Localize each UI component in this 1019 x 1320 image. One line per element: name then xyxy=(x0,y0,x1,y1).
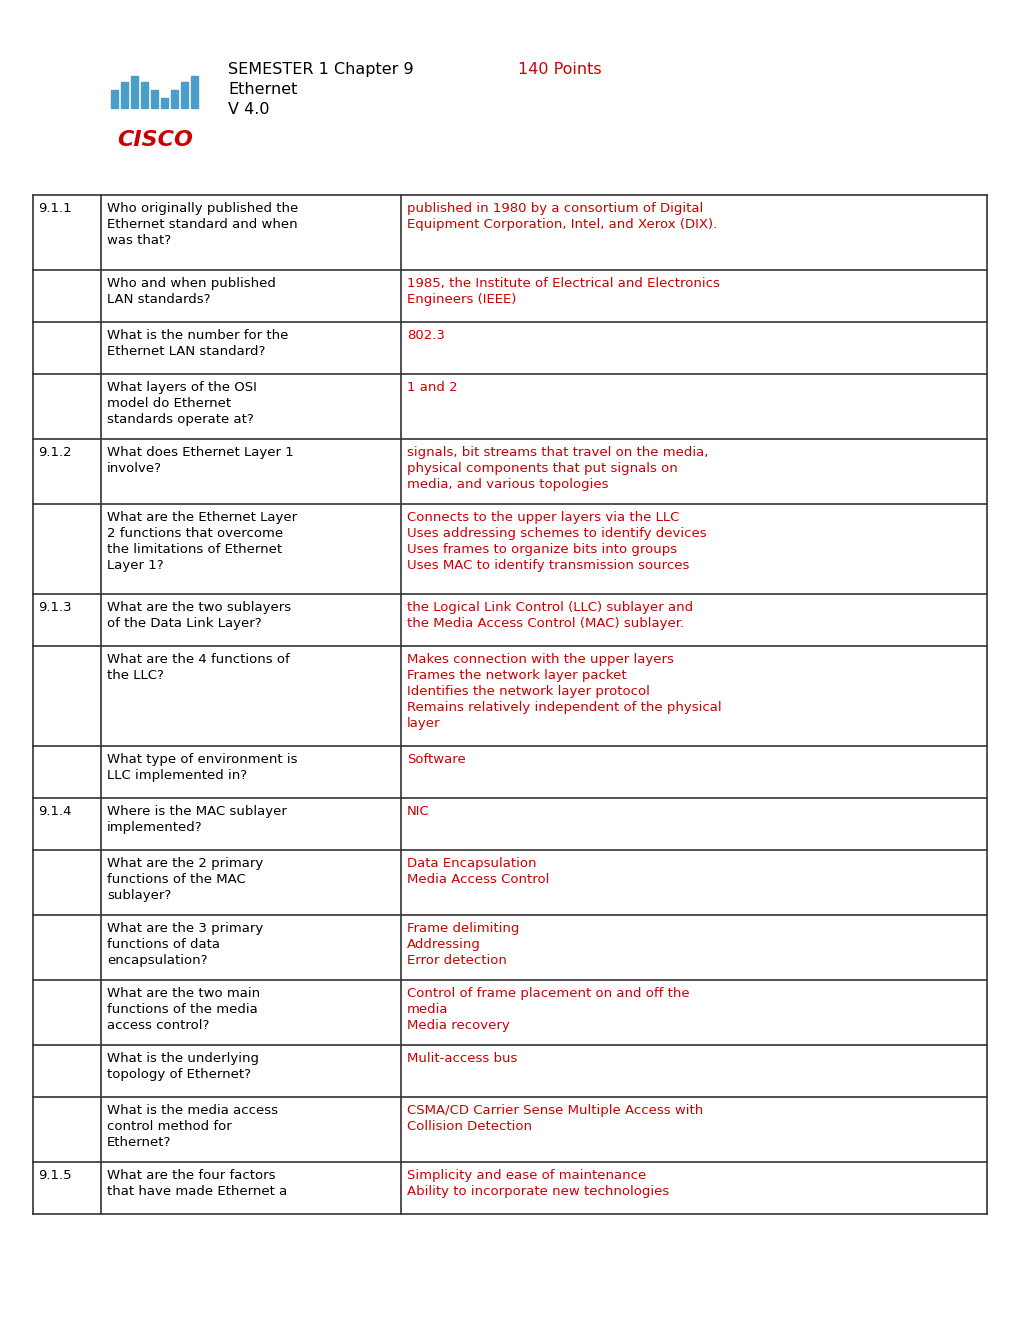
Text: encapsulation?: encapsulation? xyxy=(107,954,207,968)
Text: 9.1.1: 9.1.1 xyxy=(38,202,71,215)
Bar xyxy=(161,98,168,108)
Text: V 4.0: V 4.0 xyxy=(228,102,269,117)
Text: Uses frames to organize bits into groups: Uses frames to organize bits into groups xyxy=(407,543,677,556)
Text: media: media xyxy=(407,1003,448,1016)
Text: model do Ethernet: model do Ethernet xyxy=(107,397,231,411)
Text: of the Data Link Layer?: of the Data Link Layer? xyxy=(107,616,261,630)
Text: Engineers (IEEE): Engineers (IEEE) xyxy=(407,293,516,306)
Text: 9.1.5: 9.1.5 xyxy=(38,1170,71,1181)
Text: 802.3: 802.3 xyxy=(407,329,444,342)
Text: What are the Ethernet Layer: What are the Ethernet Layer xyxy=(107,511,297,524)
Text: What does Ethernet Layer 1: What does Ethernet Layer 1 xyxy=(107,446,293,459)
Bar xyxy=(152,90,158,108)
Text: functions of the MAC: functions of the MAC xyxy=(107,873,246,886)
Text: Error detection: Error detection xyxy=(407,954,506,968)
Text: Equipment Corporation, Intel, and Xerox (DIX).: Equipment Corporation, Intel, and Xerox … xyxy=(407,218,716,231)
Text: the Media Access Control (MAC) sublayer.: the Media Access Control (MAC) sublayer. xyxy=(407,616,684,630)
Text: Ability to incorporate new technologies: Ability to incorporate new technologies xyxy=(407,1185,668,1199)
Text: What are the four factors: What are the four factors xyxy=(107,1170,275,1181)
Text: Who and when published: Who and when published xyxy=(107,277,275,290)
Text: 9.1.3: 9.1.3 xyxy=(38,601,71,614)
Text: standards operate at?: standards operate at? xyxy=(107,413,254,426)
Text: Ethernet LAN standard?: Ethernet LAN standard? xyxy=(107,345,265,358)
Text: Media Access Control: Media Access Control xyxy=(407,873,549,886)
Text: What type of environment is: What type of environment is xyxy=(107,752,298,766)
Text: LAN standards?: LAN standards? xyxy=(107,293,210,306)
Text: SEMESTER 1 Chapter 9: SEMESTER 1 Chapter 9 xyxy=(228,62,414,77)
Text: What are the 3 primary: What are the 3 primary xyxy=(107,921,263,935)
Text: 9.1.4: 9.1.4 xyxy=(38,805,71,818)
Text: Simplicity and ease of maintenance: Simplicity and ease of maintenance xyxy=(407,1170,646,1181)
Text: Ethernet standard and when: Ethernet standard and when xyxy=(107,218,298,231)
Text: Layer 1?: Layer 1? xyxy=(107,558,163,572)
Text: topology of Ethernet?: topology of Ethernet? xyxy=(107,1068,251,1081)
Bar xyxy=(131,77,139,108)
Text: Connects to the upper layers via the LLC: Connects to the upper layers via the LLC xyxy=(407,511,679,524)
Text: 9.1.2: 9.1.2 xyxy=(38,446,71,459)
Text: functions of the media: functions of the media xyxy=(107,1003,258,1016)
Text: Remains relatively independent of the physical: Remains relatively independent of the ph… xyxy=(407,701,720,714)
Text: 1 and 2: 1 and 2 xyxy=(407,381,458,393)
Text: implemented?: implemented? xyxy=(107,821,203,834)
Text: What are the two main: What are the two main xyxy=(107,987,260,1001)
Text: Identifies the network layer protocol: Identifies the network layer protocol xyxy=(407,685,649,698)
Bar xyxy=(142,82,149,108)
Text: 2 functions that overcome: 2 functions that overcome xyxy=(107,527,283,540)
Bar xyxy=(121,82,128,108)
Bar xyxy=(192,77,199,108)
Text: What is the number for the: What is the number for the xyxy=(107,329,288,342)
Text: Ethernet: Ethernet xyxy=(228,82,298,96)
Text: CISCO: CISCO xyxy=(117,129,193,150)
Text: Collision Detection: Collision Detection xyxy=(407,1119,532,1133)
Bar xyxy=(181,82,189,108)
Text: Software: Software xyxy=(407,752,466,766)
Text: Addressing: Addressing xyxy=(407,939,480,950)
Text: NIC: NIC xyxy=(407,805,429,818)
Text: Ethernet?: Ethernet? xyxy=(107,1137,171,1148)
Text: published in 1980 by a consortium of Digital: published in 1980 by a consortium of Dig… xyxy=(407,202,702,215)
Text: media, and various topologies: media, and various topologies xyxy=(407,478,608,491)
Text: CSMA/CD Carrier Sense Multiple Access with: CSMA/CD Carrier Sense Multiple Access wi… xyxy=(407,1104,702,1117)
Bar xyxy=(111,90,118,108)
Text: Uses addressing schemes to identify devices: Uses addressing schemes to identify devi… xyxy=(407,527,706,540)
Text: What is the underlying: What is the underlying xyxy=(107,1052,259,1065)
Text: layer: layer xyxy=(407,717,440,730)
Text: Media recovery: Media recovery xyxy=(407,1019,510,1032)
Text: LLC implemented in?: LLC implemented in? xyxy=(107,770,247,781)
Text: Who originally published the: Who originally published the xyxy=(107,202,298,215)
Text: involve?: involve? xyxy=(107,462,162,475)
Text: that have made Ethernet a: that have made Ethernet a xyxy=(107,1185,287,1199)
Text: signals, bit streams that travel on the media,: signals, bit streams that travel on the … xyxy=(407,446,707,459)
Text: Data Encapsulation: Data Encapsulation xyxy=(407,857,536,870)
Text: the LLC?: the LLC? xyxy=(107,669,164,682)
Text: What layers of the OSI: What layers of the OSI xyxy=(107,381,257,393)
Text: the Logical Link Control (LLC) sublayer and: the Logical Link Control (LLC) sublayer … xyxy=(407,601,693,614)
Text: What are the 2 primary: What are the 2 primary xyxy=(107,857,263,870)
Text: What are the two sublayers: What are the two sublayers xyxy=(107,601,290,614)
Text: What is the media access: What is the media access xyxy=(107,1104,278,1117)
Text: 140 Points: 140 Points xyxy=(518,62,601,77)
Text: sublayer?: sublayer? xyxy=(107,888,171,902)
Text: 1985, the Institute of Electrical and Electronics: 1985, the Institute of Electrical and El… xyxy=(407,277,719,290)
Text: Mulit-access bus: Mulit-access bus xyxy=(407,1052,517,1065)
Text: functions of data: functions of data xyxy=(107,939,220,950)
Text: control method for: control method for xyxy=(107,1119,231,1133)
Text: Uses MAC to identify transmission sources: Uses MAC to identify transmission source… xyxy=(407,558,689,572)
Text: the limitations of Ethernet: the limitations of Ethernet xyxy=(107,543,282,556)
Text: Frame delimiting: Frame delimiting xyxy=(407,921,519,935)
Text: was that?: was that? xyxy=(107,234,171,247)
Text: What are the 4 functions of: What are the 4 functions of xyxy=(107,653,289,667)
Text: Where is the MAC sublayer: Where is the MAC sublayer xyxy=(107,805,286,818)
Text: Makes connection with the upper layers: Makes connection with the upper layers xyxy=(407,653,674,667)
Text: access control?: access control? xyxy=(107,1019,209,1032)
Text: physical components that put signals on: physical components that put signals on xyxy=(407,462,677,475)
Text: Control of frame placement on and off the: Control of frame placement on and off th… xyxy=(407,987,689,1001)
Bar xyxy=(171,90,178,108)
Text: Frames the network layer packet: Frames the network layer packet xyxy=(407,669,626,682)
